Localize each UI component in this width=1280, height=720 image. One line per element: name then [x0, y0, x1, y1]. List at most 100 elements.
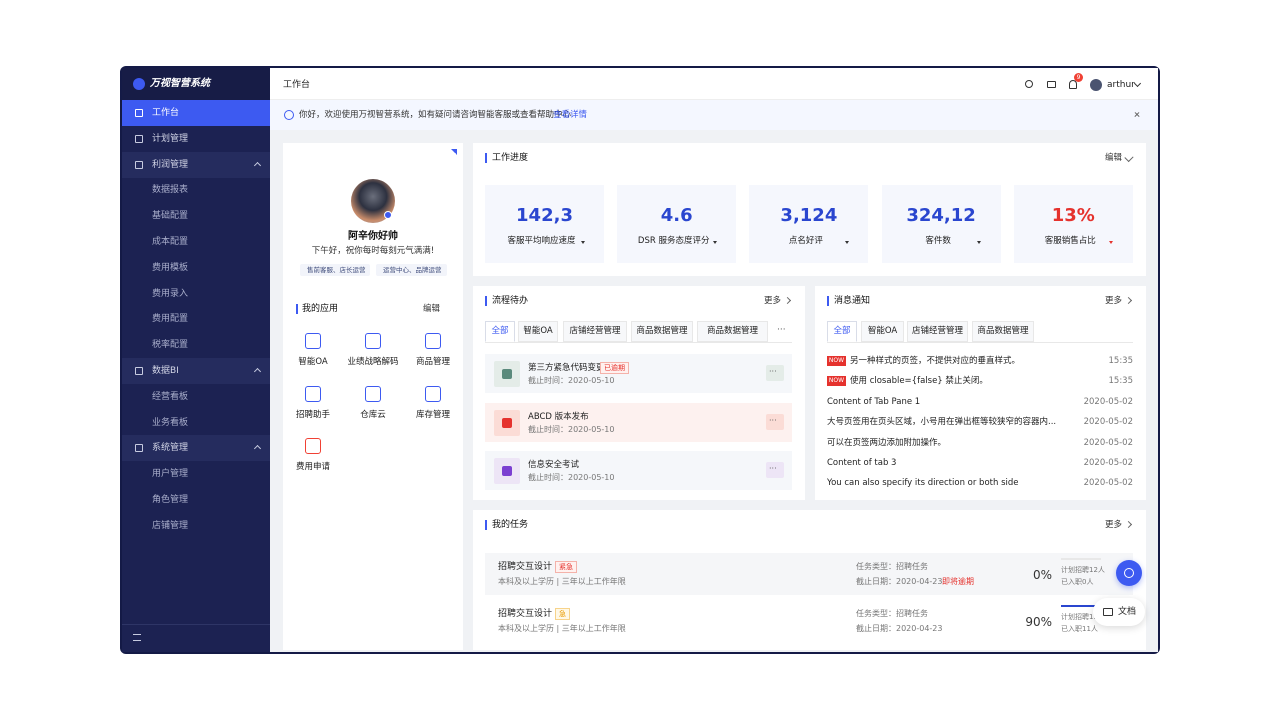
- tab[interactable]: [972, 321, 1034, 342]
- todo-more[interactable]: [766, 365, 784, 381]
- tab[interactable]: [907, 321, 968, 342]
- app-icon[interactable]: [305, 385, 321, 402]
- menu-group-bg: [122, 358, 270, 384]
- tab[interactable]: [518, 321, 558, 342]
- message-text[interactable]: 使用 closable={false} 禁止关闭。: [850, 376, 988, 387]
- todo-title: 信息安全考试: [528, 460, 580, 470]
- apps-edit[interactable]: 编辑: [423, 304, 441, 314]
- submenu-item[interactable]: 经营看板: [152, 391, 189, 402]
- tab-label: 智能OA: [867, 326, 898, 336]
- tab[interactable]: [563, 321, 627, 342]
- tab[interactable]: [485, 321, 515, 342]
- panel-more[interactable]: 更多: [1105, 296, 1123, 306]
- message-badge: NOW: [827, 356, 846, 366]
- doc-button[interactable]: [1093, 598, 1145, 626]
- menu-item[interactable]: 利润管理: [152, 159, 189, 170]
- profile-greeting: 下午好，祝你每时每刻元气满满!: [311, 246, 435, 256]
- task-plan: 计划招聘12人: [1061, 613, 1105, 621]
- bell-icon[interactable]: [1069, 80, 1077, 89]
- user-name[interactable]: arthur: [1107, 80, 1135, 90]
- app-icon[interactable]: [365, 385, 381, 402]
- task-item: [485, 553, 1133, 595]
- tab[interactable]: [697, 321, 768, 342]
- menu-icon: [135, 160, 143, 169]
- panel-more[interactable]: 更多: [764, 296, 782, 306]
- message-text[interactable]: 大号页签用在页头区域，小号用在弹出框等较狭窄的容器内...: [827, 417, 1057, 428]
- submenu-item[interactable]: 基础配置: [152, 211, 189, 222]
- submenu-item[interactable]: 数据报表: [152, 185, 189, 196]
- todo-title: ABCD 版本发布: [528, 411, 589, 422]
- submenu-item[interactable]: 角色管理: [152, 495, 189, 505]
- section-bar: [296, 304, 298, 314]
- todo-tag: 已逾期: [600, 362, 629, 374]
- message-text[interactable]: 可以在页签两边添加附加操作。: [827, 437, 947, 448]
- submenu-item[interactable]: 费用模板: [152, 262, 189, 273]
- message-text[interactable]: Content of Tab Pane 1: [827, 396, 921, 407]
- task-date: 截止日期：2020-04-23: [856, 577, 943, 586]
- collapse-icon[interactable]: [133, 634, 141, 641]
- profile-tag-text: 售前客服、店长运营: [307, 266, 366, 274]
- stat-card: [1013, 185, 1133, 263]
- app-icon[interactable]: [425, 385, 441, 402]
- task-plan: 计划招聘12人: [1061, 566, 1105, 574]
- message-text[interactable]: You can also specify its direction or bo…: [827, 478, 1019, 489]
- menu-item[interactable]: 系统管理: [152, 443, 189, 454]
- stat-label: 点名好评: [788, 236, 823, 246]
- tab-overflow[interactable]: ···: [777, 325, 786, 335]
- submenu-item[interactable]: 费用配置: [152, 314, 189, 325]
- tab[interactable]: [861, 321, 904, 342]
- todo-icon: [502, 369, 512, 379]
- stat-label: 客服销售占比: [1044, 236, 1096, 246]
- tasks-more[interactable]: 更多: [1105, 520, 1123, 530]
- menu-item[interactable]: 数据BI: [152, 366, 179, 376]
- task-desc: 本科及以上学历 | 三年以上工作年限: [498, 624, 626, 633]
- app-icon[interactable]: [365, 333, 381, 349]
- progress-title: 工作进度: [492, 153, 529, 163]
- message-time: 2020-05-02: [1083, 478, 1133, 489]
- message-time: 2020-05-02: [1083, 396, 1133, 407]
- trend-caret: [844, 241, 849, 244]
- todo-more[interactable]: [766, 413, 784, 430]
- app-icon[interactable]: [305, 438, 321, 454]
- tab-label: 商品数据管理: [977, 326, 1029, 336]
- todo-title: 第三方紧急代码变更: [528, 363, 605, 373]
- app-label: 库存管理: [415, 409, 450, 420]
- submenu-item[interactable]: 费用录入: [152, 288, 189, 299]
- task-date: 截止日期：2020-04-23: [856, 624, 943, 633]
- task-overdue: 即将逾期: [942, 577, 974, 586]
- submenu-item[interactable]: 店铺管理: [152, 520, 189, 531]
- tab-line: [485, 342, 792, 343]
- tab[interactable]: [827, 321, 857, 342]
- app-icon[interactable]: [425, 333, 441, 349]
- doc-label[interactable]: 文档: [1118, 607, 1137, 617]
- user-avatar[interactable]: [1090, 79, 1102, 91]
- message-text[interactable]: Content of tab 3: [827, 458, 897, 468]
- message-time: 2020-05-02: [1083, 417, 1133, 428]
- monitor-icon[interactable]: [1047, 81, 1056, 88]
- section-bar: [485, 520, 487, 530]
- menu-item[interactable]: 工作台: [152, 108, 180, 118]
- stat-value: 4.6: [660, 205, 693, 226]
- todo-item: [485, 402, 792, 442]
- notice-link[interactable]: 查看详情: [553, 110, 588, 120]
- submenu-item[interactable]: 税率配置: [152, 340, 189, 351]
- app-icon[interactable]: [305, 333, 321, 349]
- stat-label: 客服平均响应速度: [507, 236, 576, 246]
- progress-edit[interactable]: 编辑: [1105, 153, 1123, 163]
- doc-icon: [1103, 608, 1113, 616]
- todo-more[interactable]: [766, 462, 784, 478]
- submenu-item[interactable]: 用户管理: [152, 469, 189, 480]
- profile-tag: [300, 264, 370, 276]
- search-icon[interactable]: [1025, 80, 1033, 88]
- submenu-item[interactable]: 成本配置: [152, 237, 189, 247]
- task-type: 任务类型：招聘任务: [856, 609, 928, 618]
- submenu-item[interactable]: 业务看板: [152, 417, 189, 428]
- app-label: 智能OA: [298, 357, 328, 367]
- tab[interactable]: [631, 321, 693, 342]
- brand-name: 万视智营系统: [150, 78, 210, 89]
- menu-item[interactable]: 计划管理: [152, 133, 189, 144]
- message-text[interactable]: 另一种样式的页签，不提供对应的垂直样式。: [850, 356, 1021, 366]
- message-time: 2020-05-02: [1083, 437, 1133, 448]
- tab-label: 商品数据管理: [706, 326, 758, 336]
